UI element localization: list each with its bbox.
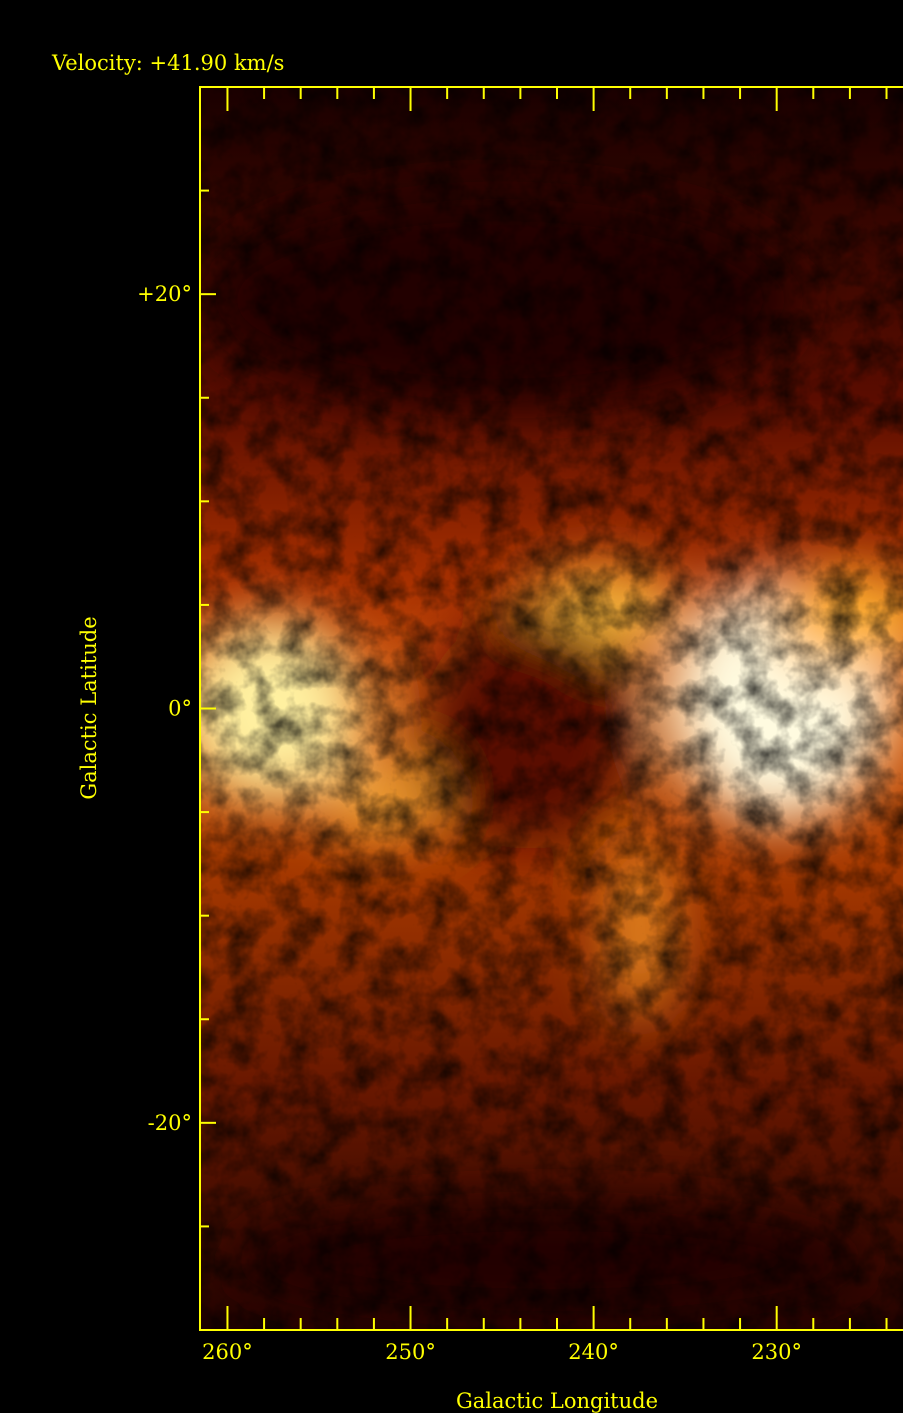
chart-title: Velocity: +41.90 km/s xyxy=(51,51,284,75)
x-tick-label: 240° xyxy=(568,1340,619,1364)
y-axis-label: Galactic Latitude xyxy=(77,616,101,799)
y-tick-label: +20° xyxy=(137,282,192,306)
x-tick-label: 260° xyxy=(202,1340,253,1364)
sky-image xyxy=(180,87,903,1330)
x-tick-label: 230° xyxy=(751,1340,802,1364)
x-tick-label: 250° xyxy=(385,1340,436,1364)
chart: Velocity: +41.90 km/s Galactic Longitude… xyxy=(0,0,903,1413)
y-tick-label: 0° xyxy=(168,697,192,721)
page: Velocity: +41.90 km/s Galactic Longitude… xyxy=(0,0,903,1413)
y-tick-label: -20° xyxy=(148,1111,192,1135)
x-axis-label: Galactic Longitude xyxy=(456,1389,658,1413)
